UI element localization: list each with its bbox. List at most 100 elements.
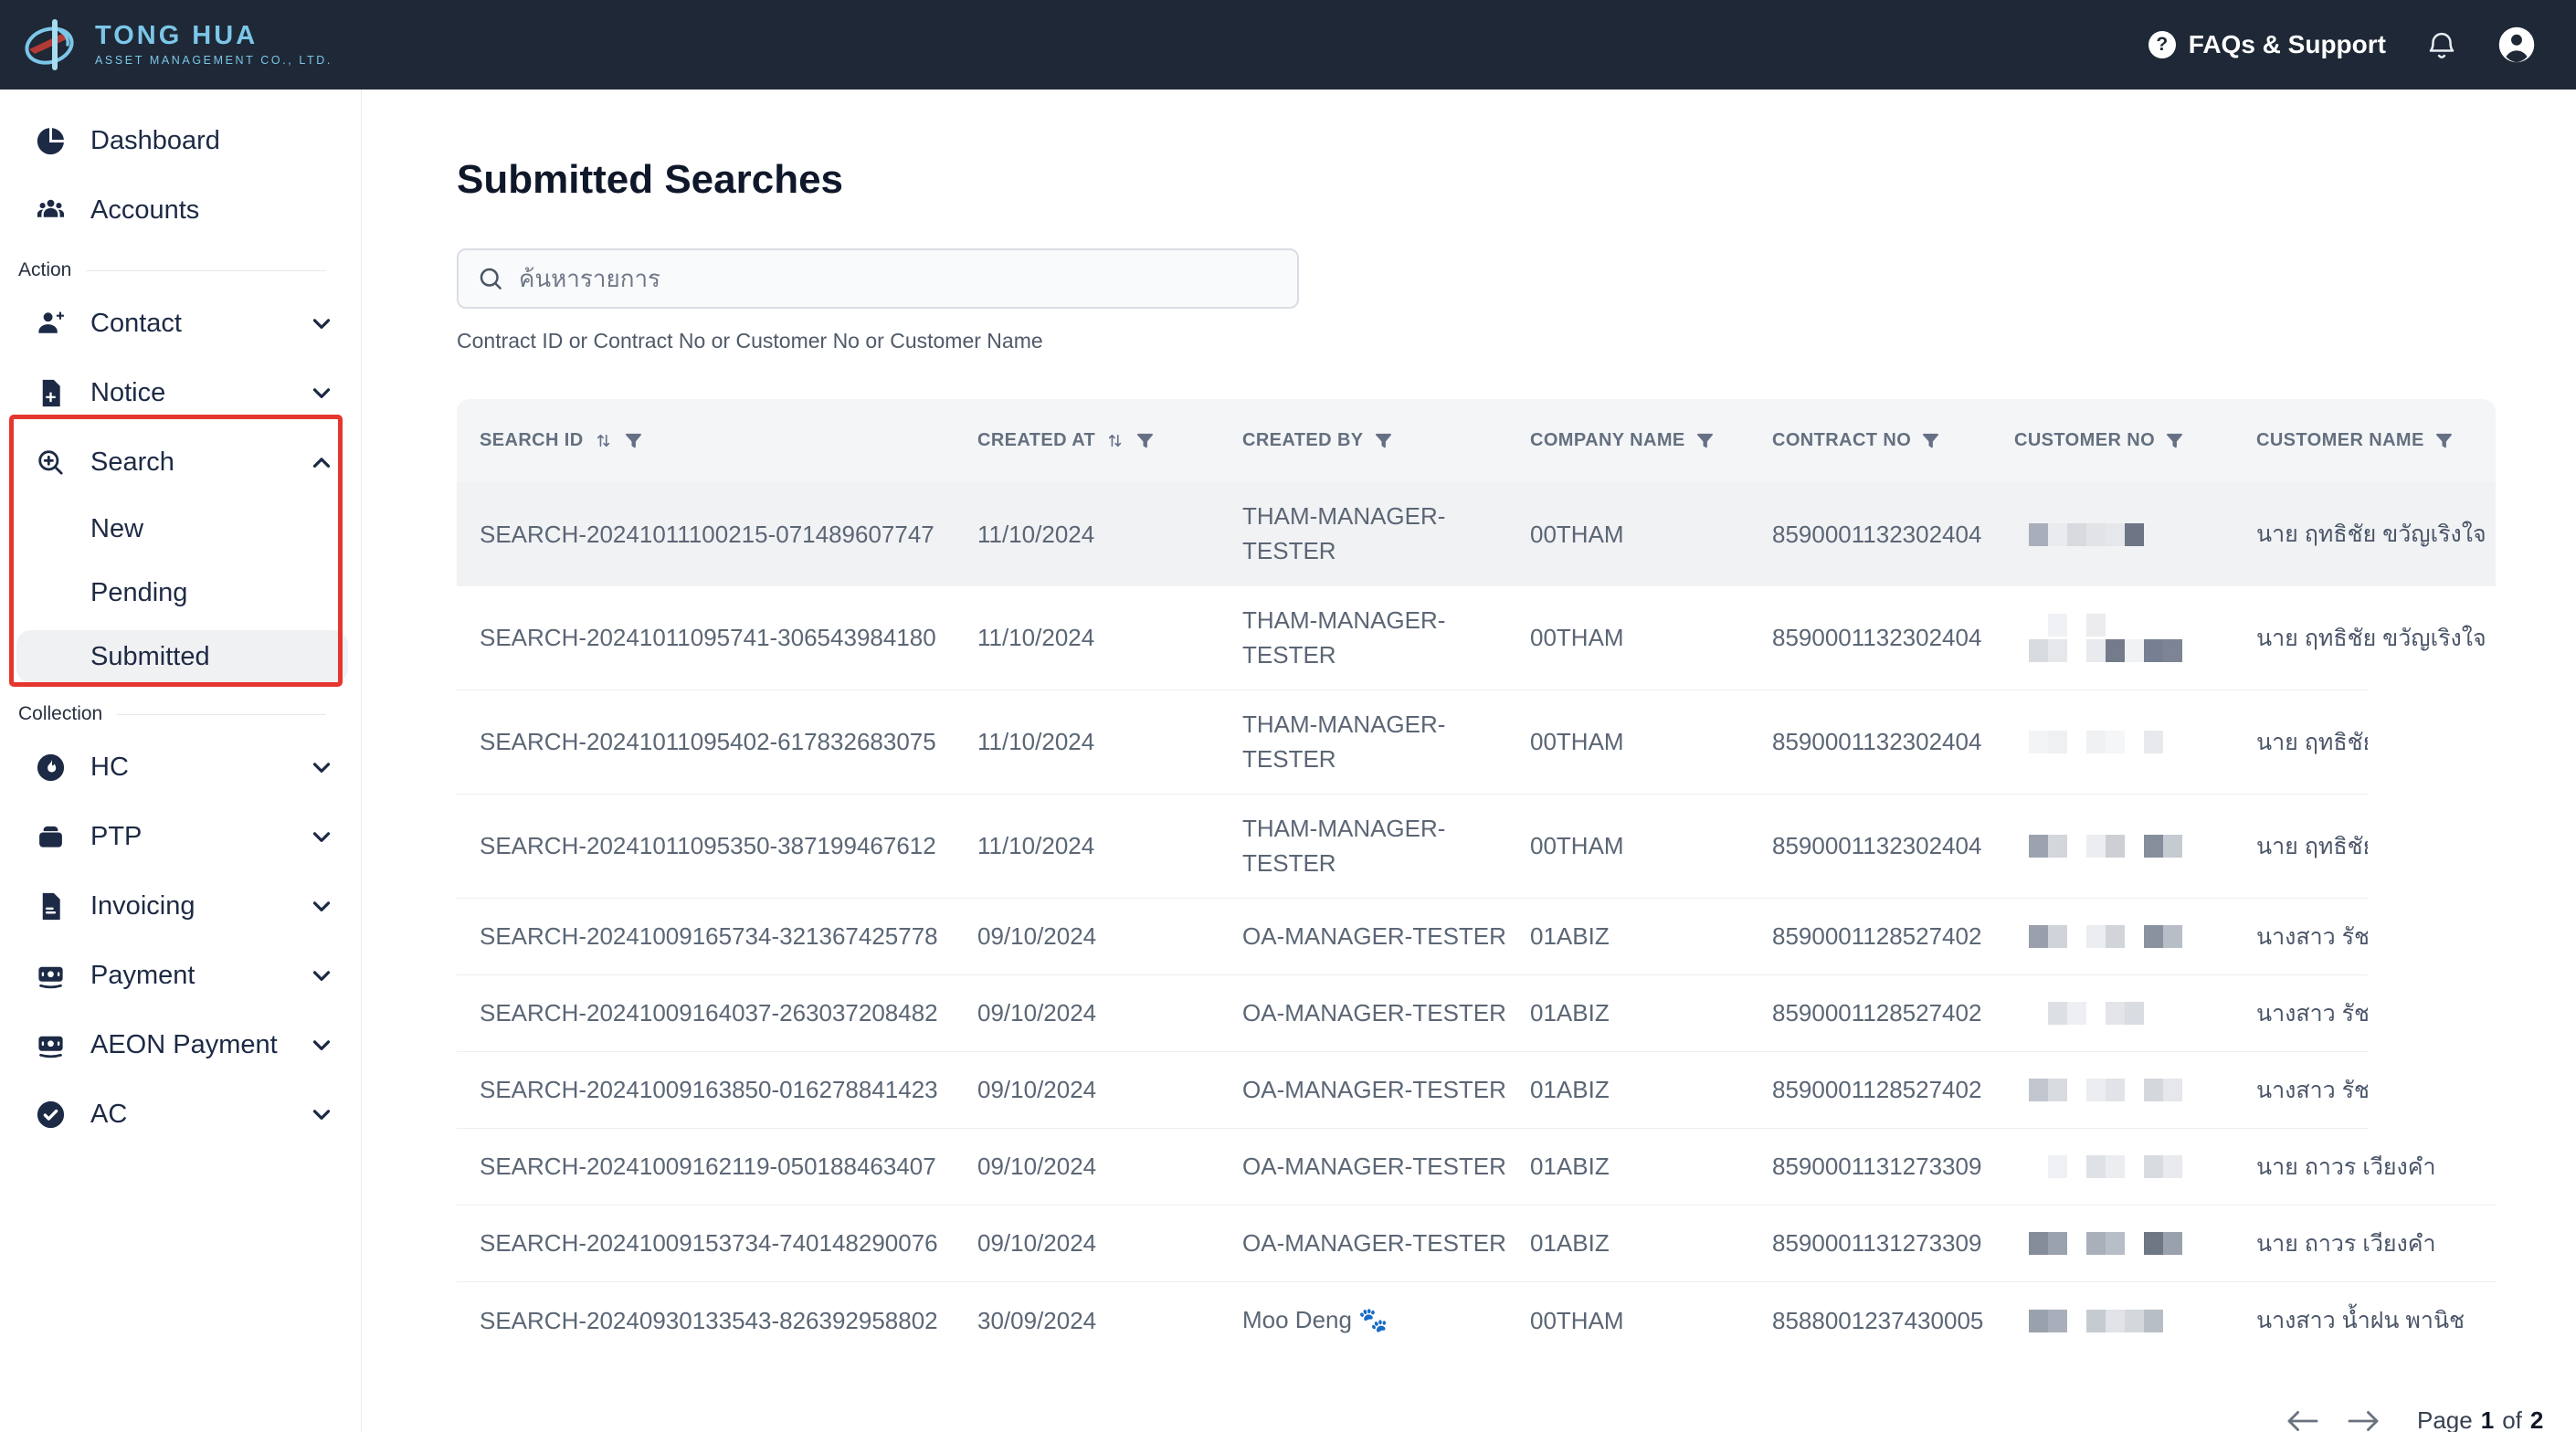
chevron-down-icon[interactable] <box>308 753 335 781</box>
sidebar-item-ac[interactable]: AC <box>0 1079 361 1149</box>
cell-customer_no <box>2005 899 2247 974</box>
mosaic-pixel <box>2086 925 2106 948</box>
filter-funnel-icon[interactable] <box>1135 430 1156 451</box>
sidebar-item-search[interactable]: Search <box>0 427 361 497</box>
notifications-bell-icon[interactable] <box>2424 27 2459 62</box>
user-avatar[interactable] <box>2497 26 2536 64</box>
sidebar-item-dashboard[interactable]: Dashboard <box>0 106 361 175</box>
sidebar-subitem-submitted[interactable]: Submitted <box>16 630 348 683</box>
mosaic-pixel <box>2125 1002 2144 1025</box>
sidebar-item-contact[interactable]: Contact <box>0 289 361 358</box>
column-header-search_id[interactable]: SEARCH ID <box>457 430 968 451</box>
cell-search_id: SEARCH-20241009153734-740148290076 <box>457 1206 968 1281</box>
chevron-down-icon[interactable] <box>308 823 335 850</box>
cell-text: THAM-MANAGER-TESTER <box>1242 814 1446 877</box>
cell-text: SEARCH-20240930133543-826392958802 <box>480 1306 938 1334</box>
column-header-customer_no[interactable]: CUSTOMER NO <box>2005 430 2247 451</box>
cell-text: OA-MANAGER-TESTER <box>1242 998 1506 1027</box>
mosaic-pixel <box>2163 1232 2182 1255</box>
cell-text: OA-MANAGER-TESTER <box>1242 1228 1506 1257</box>
table-row[interactable]: SEARCH-20241011100215-071489607747 11/10/… <box>457 482 2496 586</box>
sidebar-subitem-new[interactable]: New <box>90 513 144 543</box>
cell-customer_name: นาย ถาวร เวียงคำ <box>2247 1129 2496 1205</box>
cell-created_by: OA-MANAGER-TESTER <box>1233 975 1521 1051</box>
table-row[interactable]: SEARCH-20241009153734-740148290076 09/10/… <box>457 1206 2496 1282</box>
cell-text: นาย ถาวร เวียงคำ <box>2256 1153 2436 1180</box>
table-row[interactable]: SEARCH-20241011095741-306543984180 11/10/… <box>457 586 2496 690</box>
cell-customer_no <box>2005 586 2247 690</box>
faqs-support-button[interactable]: ? FAQs & Support <box>2148 30 2386 59</box>
column-header-customer_name[interactable]: CUSTOMER NAME <box>2247 430 2496 451</box>
table-row[interactable]: SEARCH-20241009165734-321367425778 09/10/… <box>457 899 2496 975</box>
mosaic-pixel <box>2144 639 2163 662</box>
cell-customer_name: นาย ฤทธิชัย ขวัญเริงใจ <box>2247 586 2496 690</box>
table-row[interactable]: SEARCH-20241011095402-617832683075 11/10/… <box>457 690 2496 795</box>
sidebar-item-label: Dashboard <box>90 125 220 155</box>
search-icon <box>477 265 504 292</box>
chevron-up-icon[interactable] <box>308 448 335 476</box>
column-header-created_at[interactable]: CREATED AT <box>968 430 1233 451</box>
cell-text: SEARCH-20241009164037-263037208482 <box>480 999 938 1027</box>
mosaic-pixel <box>2106 835 2125 858</box>
table-row[interactable]: SEARCH-20241009164037-263037208482 09/10/… <box>457 975 2496 1052</box>
sidebar-item-notice[interactable]: Notice <box>0 358 361 427</box>
cell-text: SEARCH-20241011095350-387199467612 <box>480 832 936 859</box>
table-row[interactable]: SEARCH-20241009162119-050188463407 09/10/… <box>457 1129 2496 1206</box>
previous-page-arrow-icon[interactable] <box>2286 1407 2320 1432</box>
sidebar-subitem-pending[interactable]: Pending <box>90 577 188 607</box>
filter-funnel-icon[interactable] <box>1373 430 1394 451</box>
chevron-down-icon[interactable] <box>308 1100 335 1128</box>
redacted-customer-no <box>2029 522 2144 546</box>
search-input[interactable] <box>519 264 1279 293</box>
next-page-arrow-icon[interactable] <box>2346 1407 2381 1432</box>
pagination: Page 1 of 2 <box>2286 1406 2543 1432</box>
sidebar-item-payment[interactable]: Payment <box>0 941 361 1010</box>
table-search-box[interactable] <box>457 248 1299 309</box>
cell-created_by: THAM-MANAGER-TESTER <box>1233 586 1521 690</box>
mosaic-pixel <box>2163 925 2182 948</box>
filter-funnel-icon[interactable] <box>623 430 644 451</box>
table-row[interactable]: SEARCH-20241009163850-016278841423 09/10/… <box>457 1052 2496 1129</box>
sidebar-item-hc[interactable]: HC <box>0 732 361 802</box>
column-header-created_by[interactable]: CREATED BY <box>1233 430 1521 451</box>
filter-funnel-icon[interactable] <box>2433 430 2455 451</box>
cell-created_by: THAM-MANAGER-TESTER <box>1233 690 1521 794</box>
sidebar-item-label: Contact <box>90 308 182 338</box>
sidebar-item-accounts[interactable]: Accounts <box>0 175 361 245</box>
filter-funnel-icon[interactable] <box>1694 430 1716 451</box>
sidebar-section-action: Action <box>0 252 361 289</box>
cell-company_name: 00THAM <box>1521 1282 1763 1359</box>
mosaic-pixel <box>2086 1155 2106 1178</box>
mosaic-pixel <box>2086 1079 2106 1101</box>
chevron-down-icon[interactable] <box>308 892 335 920</box>
chevron-down-icon[interactable] <box>308 962 335 989</box>
sidebar-item-aeon-payment[interactable]: AEON Payment <box>0 1010 361 1079</box>
cell-text: 8590001128527402 <box>1772 1076 1982 1103</box>
mosaic-pixel <box>2106 1232 2125 1255</box>
table-row[interactable]: SEARCH-20241011095350-387199467612 11/10/… <box>457 795 2496 899</box>
cell-contract_no: 8590001131273309 <box>1763 1129 2005 1205</box>
mosaic-pixel <box>2144 1309 2163 1332</box>
filter-funnel-icon[interactable] <box>1920 430 1941 451</box>
mosaic-pixel <box>2048 1232 2067 1255</box>
chevron-down-icon[interactable] <box>308 379 335 406</box>
mosaic-pixel <box>2106 1309 2125 1332</box>
chevron-down-icon[interactable] <box>308 310 335 337</box>
filter-funnel-icon[interactable] <box>2164 430 2185 451</box>
mosaic-pixel <box>2163 639 2182 662</box>
sort-icon[interactable] <box>1104 430 1125 451</box>
column-header-company_name[interactable]: COMPANY NAME <box>1521 430 1763 451</box>
chevron-down-icon[interactable] <box>308 1031 335 1058</box>
cell-text: 11/10/2024 <box>977 624 1095 651</box>
cell-text: 8590001128527402 <box>1772 922 1982 950</box>
table-row[interactable]: SEARCH-20240930133543-826392958802 30/09/… <box>457 1282 2496 1359</box>
sort-icon[interactable] <box>593 430 614 451</box>
sidebar-item-ptp[interactable]: PTP <box>0 802 361 871</box>
cell-customer_no <box>2005 690 2247 794</box>
sidebar-item-invoicing[interactable]: Invoicing <box>0 871 361 941</box>
sidebar-item-label: Accounts <box>90 195 200 225</box>
flame-icon <box>35 752 67 784</box>
column-header-contract_no[interactable]: CONTRACT NO <box>1763 430 2005 451</box>
redacted-customer-no <box>2029 835 2182 858</box>
